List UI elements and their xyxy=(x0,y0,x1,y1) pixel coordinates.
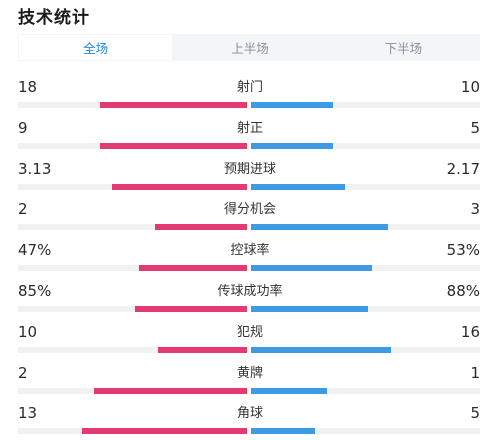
stat-row-expected-goals: 3.13 预期进球 2.17 xyxy=(0,160,500,196)
stat-label: 射正 xyxy=(236,120,264,136)
home-bar-track xyxy=(18,102,247,108)
tab-first-half[interactable]: 上半场 xyxy=(231,41,269,56)
away-value: 1 xyxy=(470,363,480,382)
home-bar xyxy=(158,346,247,353)
stat-label: 得分机会 xyxy=(223,202,277,218)
home-value: 3.13 xyxy=(18,159,52,178)
home-bar-track xyxy=(18,265,247,272)
home-value: 9 xyxy=(18,118,28,137)
home-bar xyxy=(94,387,247,394)
home-bar xyxy=(112,183,247,190)
home-value: 10 xyxy=(18,322,38,341)
home-bar xyxy=(155,224,247,231)
stat-row-shots: 18 射门 10 xyxy=(0,78,500,114)
away-value: 2.17 xyxy=(446,159,480,178)
page-title: 技术统计 xyxy=(18,8,90,28)
away-bar xyxy=(251,346,391,353)
home-bar xyxy=(100,102,247,108)
tab-second-half[interactable]: 下半场 xyxy=(384,41,423,56)
away-bar xyxy=(251,102,333,108)
home-value: 2 xyxy=(18,200,28,219)
away-bar xyxy=(251,224,388,231)
home-value: 13 xyxy=(18,404,38,423)
home-bar-track xyxy=(18,428,247,435)
period-tabs: 全场 上半场 下半场 xyxy=(18,34,480,61)
away-bar-track xyxy=(251,428,480,435)
away-bar-track xyxy=(251,142,480,149)
home-bar-track xyxy=(18,183,247,190)
away-bar xyxy=(251,387,327,394)
home-bar-track xyxy=(18,306,247,312)
stat-row-corners: 13 角球 5 xyxy=(0,404,500,440)
stat-label: 控球率 xyxy=(230,243,270,259)
away-value: 10 xyxy=(460,78,480,96)
away-bar-track xyxy=(251,102,480,108)
stat-row-possession: 47% 控球率 53% xyxy=(0,241,500,277)
home-value: 18 xyxy=(18,78,38,96)
away-bar-track xyxy=(251,346,480,353)
away-value: 88% xyxy=(446,282,480,300)
stat-label: 角球 xyxy=(236,406,264,422)
away-value: 3 xyxy=(470,200,480,219)
away-bar-track xyxy=(251,306,480,312)
home-bar-track xyxy=(18,142,247,149)
home-bar xyxy=(82,428,247,435)
stat-row-shots-on-target: 9 射正 5 xyxy=(0,119,500,155)
tab-full-match[interactable]: 全场 xyxy=(18,34,174,61)
away-value: 16 xyxy=(460,322,480,341)
away-bar-track xyxy=(251,387,480,394)
stat-row-fouls: 10 犯规 16 xyxy=(0,323,500,359)
away-bar xyxy=(251,265,372,272)
away-bar xyxy=(251,183,345,190)
stat-label: 犯规 xyxy=(236,324,264,340)
away-value: 5 xyxy=(470,118,480,137)
home-bar xyxy=(100,142,247,149)
stat-row-big-chances: 2 得分机会 3 xyxy=(0,200,500,236)
away-bar xyxy=(251,306,368,312)
away-value: 53% xyxy=(446,241,480,260)
away-value: 5 xyxy=(470,404,480,423)
stat-label: 黄牌 xyxy=(236,365,264,381)
home-bar-track xyxy=(18,346,247,353)
home-bar xyxy=(139,265,247,272)
away-bar xyxy=(251,428,315,435)
away-bar-track xyxy=(251,183,480,190)
home-value: 2 xyxy=(18,363,28,382)
home-value: 85% xyxy=(18,282,52,300)
home-bar-track xyxy=(18,224,247,231)
away-bar-track xyxy=(251,265,480,272)
stat-label: 传球成功率 xyxy=(217,284,283,299)
home-bar xyxy=(135,306,247,312)
stat-row-pass-accuracy: 85% 传球成功率 88% xyxy=(0,282,500,318)
stat-row-yellow-cards: 2 黄牌 1 xyxy=(0,364,500,400)
home-bar-track xyxy=(18,387,247,394)
home-value: 47% xyxy=(18,241,52,260)
away-bar-track xyxy=(251,224,480,231)
stat-label: 射门 xyxy=(236,80,264,95)
stat-label: 预期进球 xyxy=(223,161,277,177)
away-bar xyxy=(251,142,333,149)
